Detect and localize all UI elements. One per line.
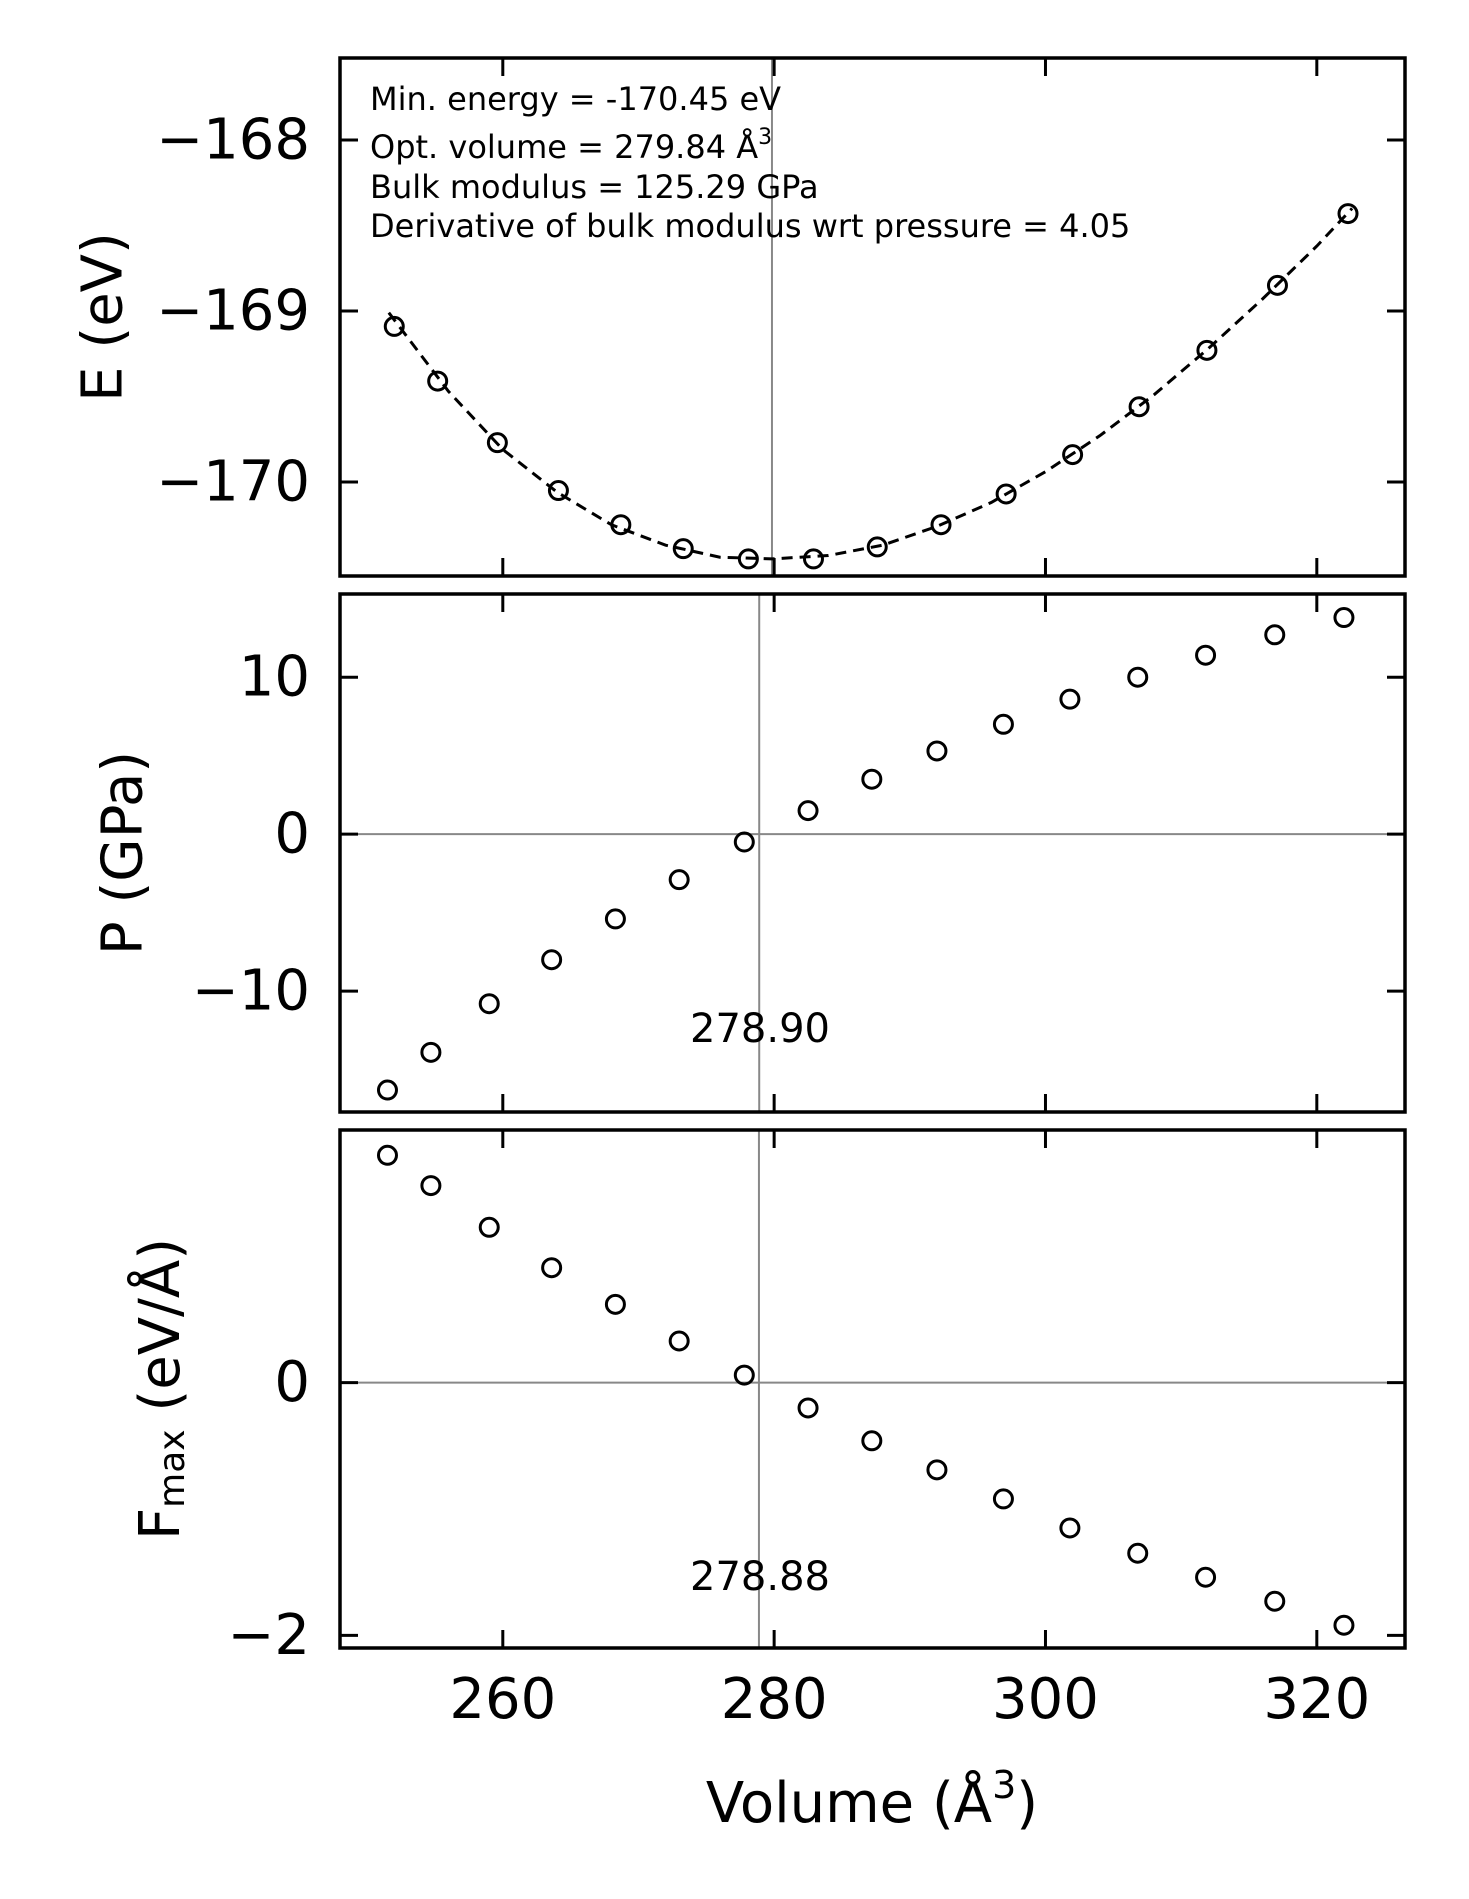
y-tick-label: −169	[156, 279, 310, 344]
force-y-axis-label: Fmax (eV/Å)	[127, 1238, 193, 1540]
force-y-axis-label-symbol: F	[128, 1508, 193, 1540]
annotation-opt-volume-superscript: 3	[758, 125, 772, 150]
data-point	[427, 370, 449, 392]
data-point	[992, 1488, 1014, 1510]
energy-y-axis-label: E (eV)	[71, 232, 136, 402]
force-volume-label: 278.88	[690, 1554, 830, 1600]
data-point	[1062, 444, 1084, 466]
data-point	[1266, 274, 1288, 296]
fit-annotations: Min. energy = -170.45 eV Opt. volume = 2…	[370, 80, 1130, 245]
data-point	[1333, 1614, 1355, 1636]
annotation-opt-volume: Opt. volume = 279.84 Å3	[370, 125, 772, 166]
data-point	[610, 514, 632, 536]
data-point	[995, 483, 1017, 505]
force-y-axis-label-unit: (eV/Å)	[127, 1238, 193, 1429]
y-tick-label: −170	[156, 449, 310, 514]
data-point	[866, 536, 888, 558]
pressure-panel: 10 0 −10 278.90 P (GPa)	[91, 592, 1407, 1114]
energy-plot-frame	[338, 56, 1407, 578]
data-point	[1195, 644, 1217, 666]
data-point	[383, 315, 405, 337]
data-point	[478, 1216, 500, 1238]
data-point	[604, 1293, 626, 1315]
force-panel: 0 −2 260 280 300 320 278.88 Fmax (eV/Å) Volu…	[127, 1128, 1407, 1836]
data-point	[1264, 624, 1286, 646]
data-point	[930, 514, 952, 536]
pressure-plot-frame	[338, 592, 1407, 1114]
data-point	[1195, 1566, 1217, 1588]
force-plot-frame	[338, 1128, 1407, 1650]
data-point	[547, 480, 569, 502]
data-point	[486, 432, 508, 454]
energy-panel: −168 −169 −170 E (eV) Min. energy = -170.4…	[71, 56, 1407, 578]
data-point	[478, 993, 500, 1015]
data-point	[733, 831, 755, 853]
y-tick-label: 0	[274, 802, 310, 867]
data-point	[1196, 339, 1218, 361]
data-point	[861, 1430, 883, 1452]
data-point	[541, 1257, 563, 1279]
data-point	[1333, 607, 1355, 629]
data-point	[541, 949, 563, 971]
data-point	[1128, 396, 1150, 418]
x-axis-label-close: )	[1016, 1771, 1038, 1836]
pressure-y-axis-label: P (GPa)	[91, 751, 156, 955]
data-point	[861, 768, 883, 790]
x-tick-label: 320	[1263, 1667, 1370, 1732]
x-tick-label: 300	[992, 1667, 1099, 1732]
y-tick-label: 0	[274, 1350, 310, 1415]
pressure-volume-label: 278.90	[690, 1006, 830, 1052]
data-point	[604, 908, 626, 930]
x-tick-label: 280	[721, 1667, 828, 1732]
annotation-bulk-modulus-derivative: Derivative of bulk modulus wrt pressure …	[370, 207, 1130, 245]
annotation-min-energy: Min. energy = -170.45 eV	[370, 80, 781, 118]
data-point	[668, 1330, 690, 1352]
data-point	[797, 800, 819, 822]
data-point	[1059, 1517, 1081, 1539]
force-y-axis-label-subscript: max	[152, 1429, 193, 1507]
data-point	[797, 1397, 819, 1419]
data-point	[1127, 1542, 1149, 1564]
annotation-opt-volume-text: Opt. volume = 279.84 Å	[370, 128, 758, 166]
data-point	[1337, 203, 1359, 225]
y-tick-label: −168	[156, 108, 310, 173]
y-tick-label: 10	[239, 645, 310, 710]
data-point	[376, 1079, 398, 1101]
data-point	[672, 538, 694, 560]
annotation-bulk-modulus: Bulk modulus = 125.29 GPa	[370, 168, 819, 206]
data-point	[992, 713, 1014, 735]
data-point	[733, 1364, 755, 1386]
data-point	[926, 1459, 948, 1481]
x-tick-label: 260	[449, 1667, 556, 1732]
data-point	[668, 869, 690, 891]
data-point	[1264, 1590, 1286, 1612]
data-point	[1127, 666, 1149, 688]
data-point	[802, 548, 824, 570]
x-axis-label: Volume (Å3)	[706, 1763, 1038, 1836]
data-point	[1059, 688, 1081, 710]
data-point	[420, 1175, 442, 1197]
x-axis-label-text: Volume (Å	[706, 1770, 992, 1836]
data-point	[926, 740, 948, 762]
data-point	[376, 1144, 398, 1166]
y-tick-label: −10	[192, 959, 310, 1024]
data-point	[420, 1041, 442, 1063]
eos-fit-curve	[387, 207, 1354, 561]
x-axis-label-superscript: 3	[992, 1763, 1016, 1807]
y-tick-label: −2	[227, 1603, 310, 1668]
data-point	[737, 548, 759, 570]
